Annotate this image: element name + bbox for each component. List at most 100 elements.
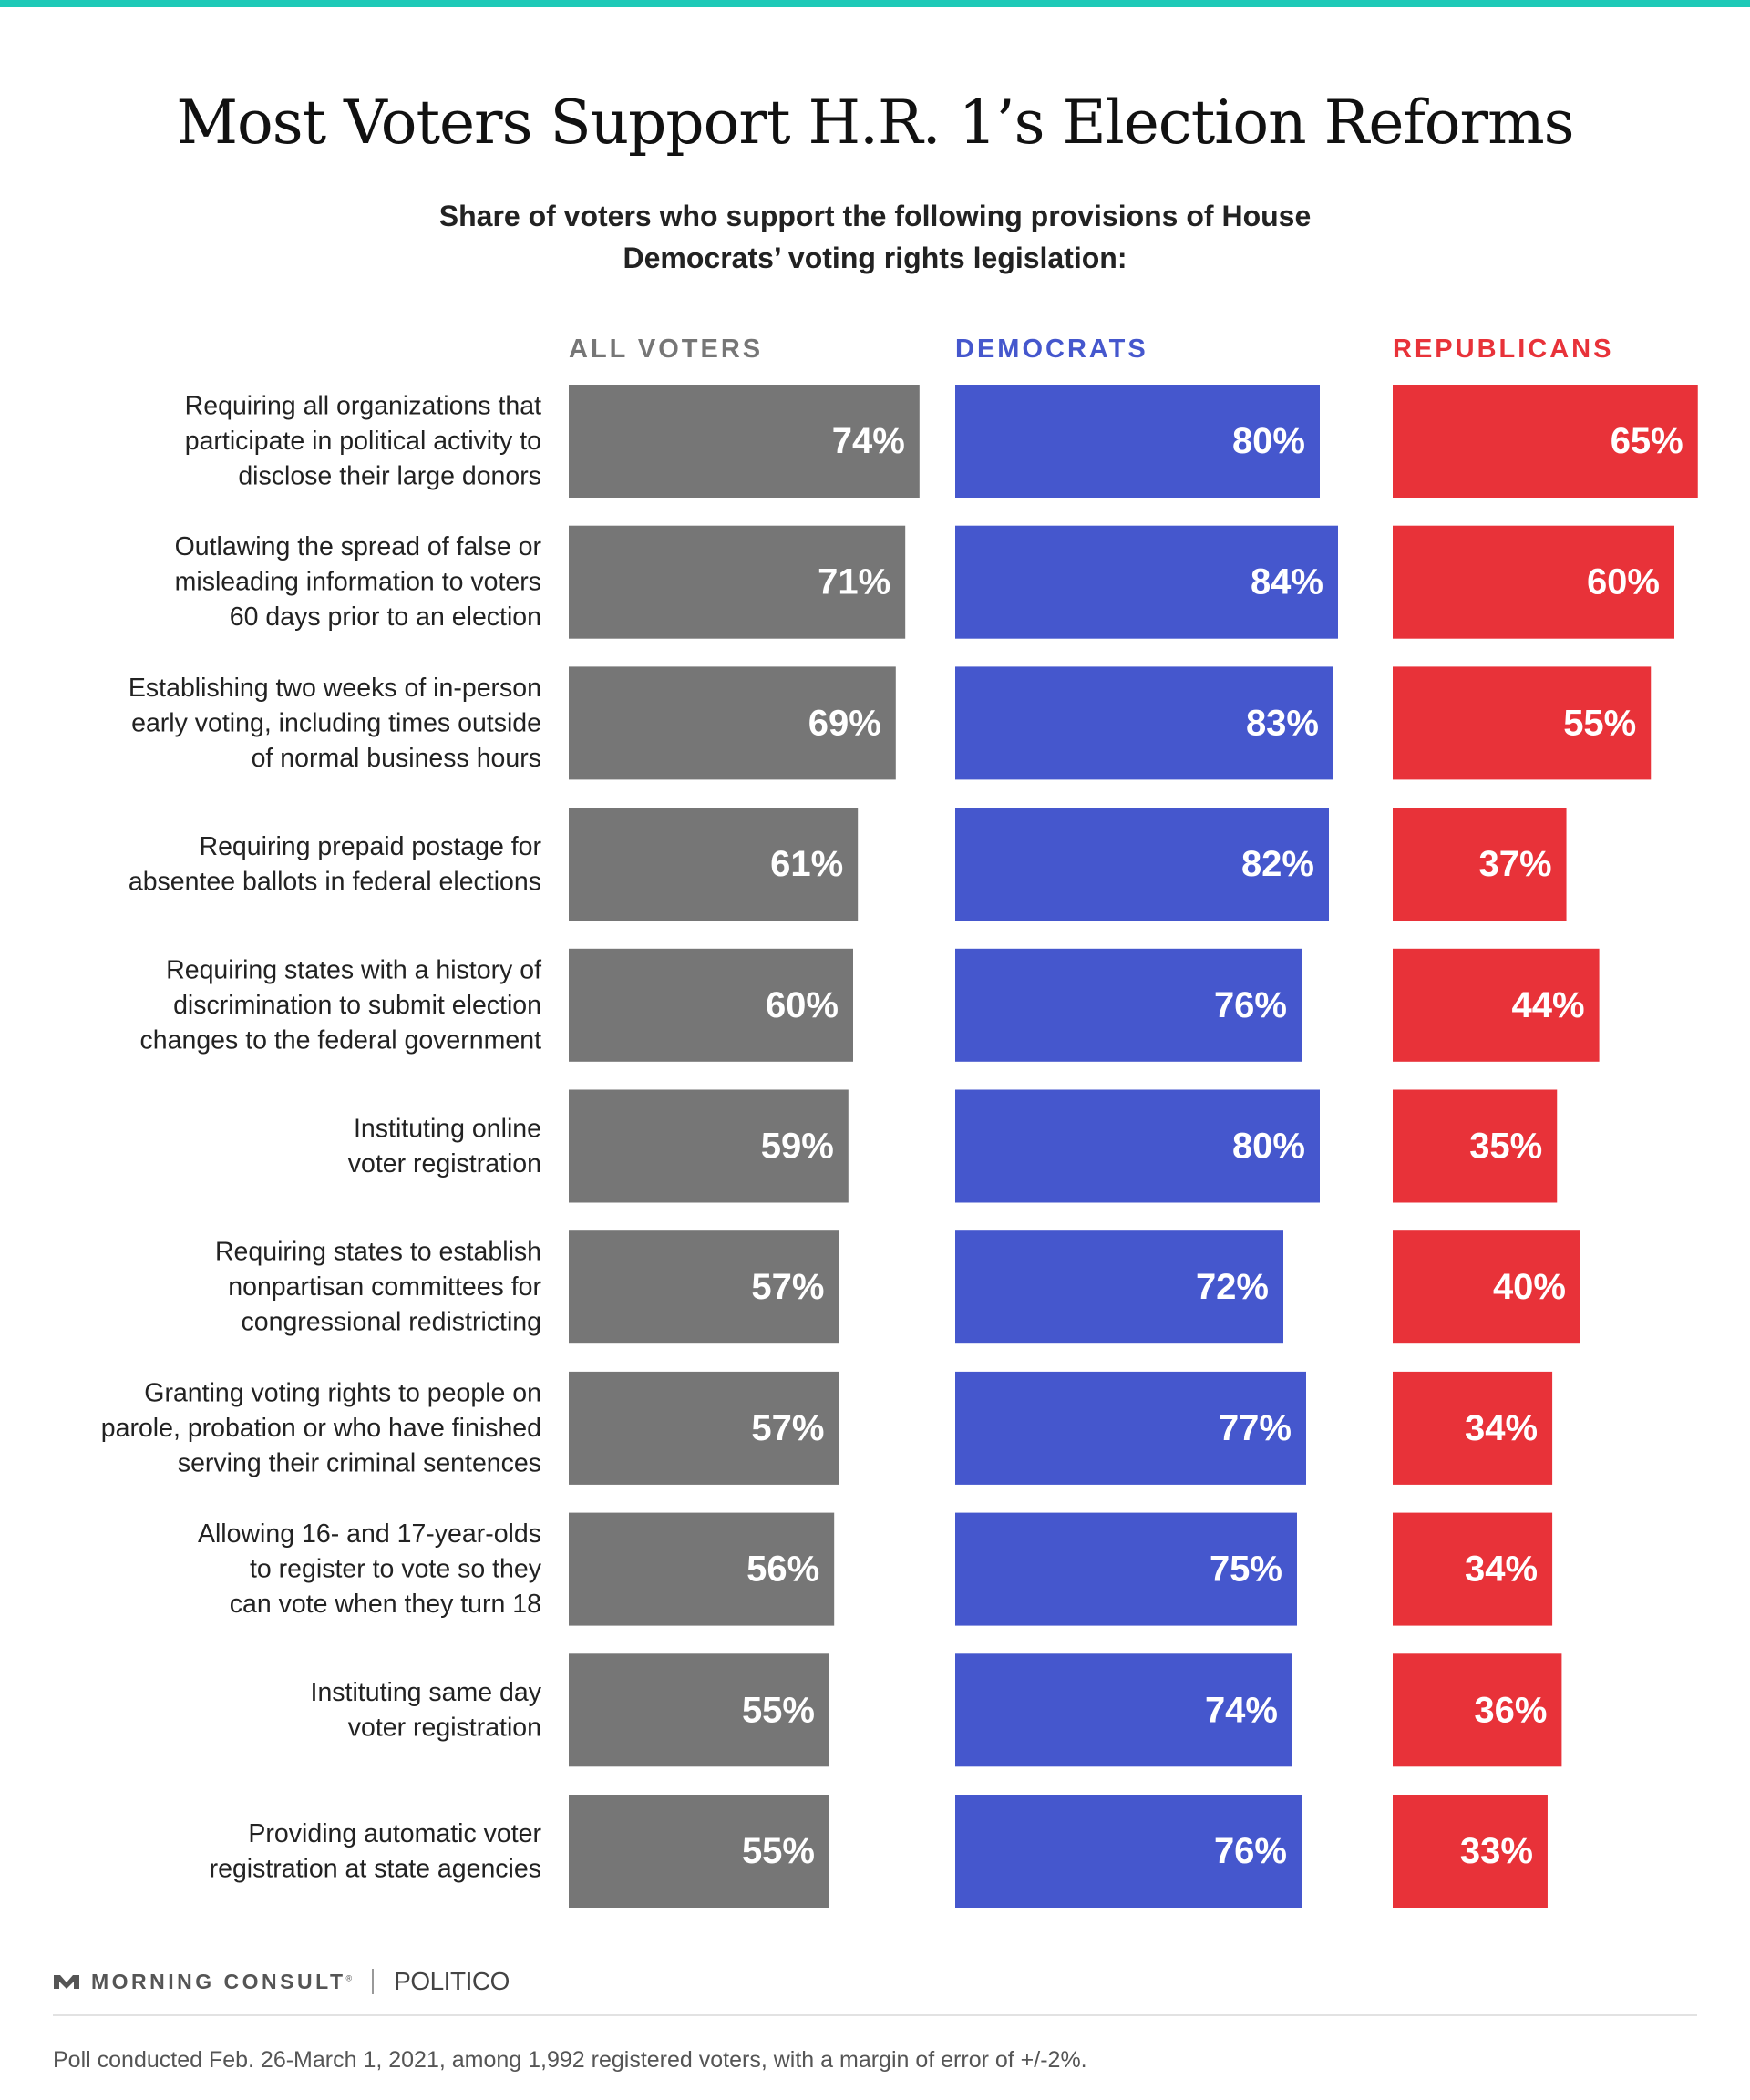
footnote: Poll conducted Feb. 26-March 1, 2021, am… (53, 2047, 1087, 2073)
bar-chart: ALL VOTERS DEMOCRATS REPUBLICANS Requiring … (101, 335, 1698, 1908)
value-label: 44% (1512, 985, 1585, 1025)
value-label: 60% (1587, 562, 1660, 602)
chart-subtitle: Share of voters who support the followin… (438, 200, 1312, 274)
footer-divider (53, 2014, 1697, 2016)
bar-all-voters (569, 1653, 829, 1767)
row-label: participate in political activity to (185, 427, 541, 456)
value-label: 80% (1232, 1127, 1305, 1167)
bar-republicans (1393, 1512, 1553, 1626)
bar-all-voters (569, 1371, 839, 1485)
bar-all-voters (569, 666, 896, 780)
value-label: 80% (1232, 421, 1305, 461)
value-label: 35% (1469, 1127, 1542, 1167)
value-label: 36% (1474, 1690, 1547, 1730)
bar-all-voters (569, 525, 906, 639)
value-label: 75% (1210, 1549, 1282, 1590)
row-label: disclose their large donors (238, 462, 541, 491)
bar-all-voters (569, 808, 859, 921)
morning-consult-logo-text: MORNING CONSULT® (91, 1969, 353, 1993)
row-label: parole, probation or who have finished (101, 1414, 541, 1443)
chart-title: Most Voters Support H.R. 1’s Election Re… (176, 88, 1574, 158)
column-header-republicans: REPUBLICANS (1393, 335, 1613, 364)
value-label: 74% (1205, 1690, 1278, 1730)
bar-democrats (955, 385, 1320, 498)
bar-democrats (955, 1230, 1283, 1344)
value-label: 72% (1196, 1267, 1269, 1307)
bar-republicans (1393, 525, 1674, 639)
value-label: 40% (1493, 1267, 1566, 1307)
bar-democrats (955, 1653, 1292, 1767)
row-label: Requiring all organizations that (185, 392, 541, 421)
value-label: 77% (1219, 1408, 1292, 1448)
bar-democrats (955, 1512, 1297, 1626)
value-label: 37% (1478, 844, 1551, 884)
row-label: voter registration (348, 1149, 541, 1179)
bar-republicans (1393, 948, 1600, 1062)
morning-consult-logo-icon (53, 1972, 80, 1991)
row-label: Requiring states to establish (215, 1238, 541, 1267)
bar-all-voters (569, 1089, 849, 1203)
value-label: 60% (766, 985, 839, 1025)
row-label: Allowing 16- and 17-year-olds (198, 1519, 541, 1549)
row-label: congressional redistricting (242, 1308, 542, 1337)
row-label: early voting, including times outside (131, 708, 541, 737)
row-label: changes to the federal government (140, 1025, 542, 1055)
value-label: 33% (1460, 1831, 1533, 1871)
row-label: voter registration (348, 1714, 541, 1743)
bar-republicans (1393, 666, 1652, 780)
row-label: Outlawing the spread of false or (175, 532, 542, 561)
row-label: serving their criminal sentences (178, 1448, 541, 1477)
bar-republicans (1393, 1230, 1580, 1344)
value-label: 82% (1241, 844, 1314, 884)
value-label: 34% (1465, 1408, 1538, 1448)
value-label: 55% (742, 1690, 815, 1730)
bar-democrats (955, 948, 1302, 1062)
value-label: 59% (761, 1127, 834, 1167)
bar-all-voters (569, 1795, 829, 1908)
value-label: 56% (746, 1549, 819, 1590)
bar-all-voters (569, 385, 920, 498)
bar-democrats (955, 1089, 1320, 1203)
bar-republicans (1393, 385, 1698, 498)
bar-all-voters (569, 1512, 835, 1626)
logo-separator (372, 1969, 375, 1994)
value-label: 74% (832, 421, 905, 461)
row-label: Granting voting rights to people on (144, 1378, 541, 1407)
row-label: absentee ballots in federal elections (129, 867, 541, 896)
bar-democrats (955, 808, 1329, 921)
value-label: 55% (1563, 703, 1636, 743)
value-label: 76% (1214, 1831, 1287, 1871)
value-label: 71% (818, 562, 890, 602)
value-label: 83% (1246, 703, 1319, 743)
bar-all-voters (569, 948, 853, 1062)
bar-republicans (1393, 1795, 1548, 1908)
bar-democrats (955, 525, 1338, 639)
value-label: 84% (1251, 562, 1323, 602)
bar-all-voters (569, 1230, 839, 1344)
column-header-all-voters: ALL VOTERS (569, 335, 763, 364)
row-label: Providing automatic voter (248, 1819, 541, 1848)
bar-democrats (955, 666, 1333, 780)
bar-republicans (1393, 1653, 1562, 1767)
row-label: registration at state agencies (210, 1854, 541, 1883)
bar-republicans (1393, 1371, 1553, 1485)
row-label: misleading information to voters (175, 568, 541, 597)
bar-democrats (955, 1795, 1302, 1908)
row-label: Instituting online (354, 1114, 541, 1143)
value-label: 76% (1214, 985, 1287, 1025)
row-label: can vote when they turn 18 (230, 1590, 541, 1619)
column-header-democrats: DEMOCRATS (955, 335, 1148, 364)
value-label: 34% (1465, 1549, 1538, 1590)
bar-democrats (955, 1371, 1306, 1485)
bar-republicans (1393, 1089, 1558, 1203)
row-label: nonpartisan committees for (228, 1272, 541, 1302)
row-label: Requiring prepaid postage for (200, 832, 542, 861)
row-label: to register to vote so they (250, 1555, 542, 1584)
row-label: Requiring states with a history of (166, 955, 541, 984)
value-label: 57% (751, 1267, 824, 1307)
row-label: Establishing two weeks of in-person (129, 674, 541, 703)
value-label: 55% (742, 1831, 815, 1871)
row-label: Instituting same day (311, 1678, 542, 1707)
value-label: 69% (808, 703, 881, 743)
row-label: of normal business hours (252, 744, 541, 773)
